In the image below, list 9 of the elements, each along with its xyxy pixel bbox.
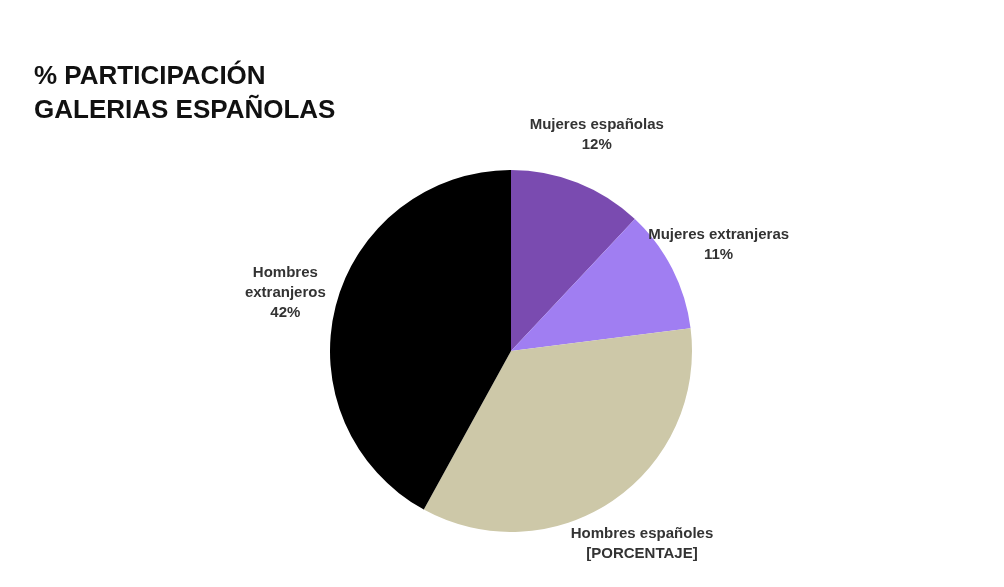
- slice-label: Mujeres extranjeras: [648, 225, 790, 243]
- data-label: 42%: [270, 303, 301, 321]
- data-label: 12%: [581, 134, 612, 152]
- data-label: 11%: [704, 245, 734, 263]
- slice-label: Hombres extranjeros: [244, 263, 326, 301]
- slice-label: Mujeres españolas: [529, 114, 664, 132]
- chart-title: % PARTICIPACIÓN GALERIAS ESPAÑOLAS: [34, 59, 337, 126]
- slice-label: Hombres españoles: [570, 523, 714, 541]
- data-label: [PORCENTAJE]: [586, 543, 698, 561]
